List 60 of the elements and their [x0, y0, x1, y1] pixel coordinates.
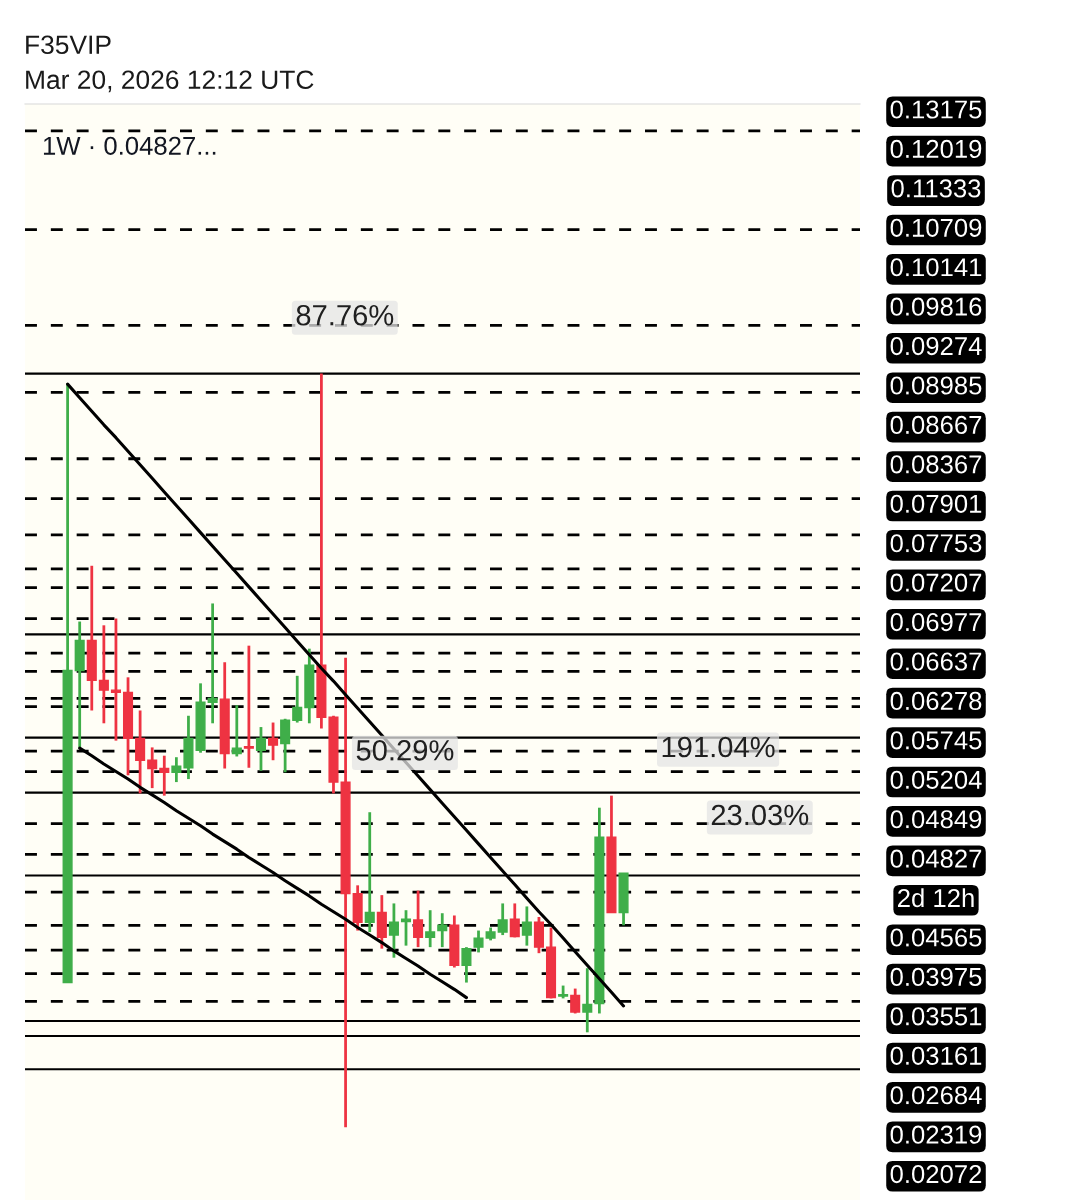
- chart-subtitle: Mar 20, 2026 12:12 UTC: [26, 70, 314, 93]
- candlestick: [497, 902, 508, 937]
- text: 0.10141: [890, 258, 982, 277]
- candlestick: [388, 902, 399, 960]
- text: 0.06977: [890, 612, 982, 632]
- candlestick: [171, 755, 182, 784]
- text: 2d 12h: [898, 888, 974, 908]
- text: 0.03161: [890, 1046, 982, 1065]
- text: 0.13175: [890, 100, 982, 119]
- candlestick: [255, 725, 267, 773]
- text: 0.02684: [890, 1086, 982, 1105]
- text: 0.06637: [890, 652, 982, 671]
- candlestick: [268, 721, 279, 762]
- text: 0.06278: [890, 691, 982, 711]
- text: 0.05745: [890, 731, 982, 750]
- text: 0.10709: [890, 218, 982, 237]
- text: 0.02319: [890, 1125, 982, 1144]
- text: 0.12019: [890, 139, 982, 159]
- candlestick: [292, 674, 303, 724]
- text: 23.03%: [711, 804, 809, 826]
- text: 0.11333: [891, 179, 981, 198]
- text: 0.07901: [890, 494, 982, 513]
- candlestick: [98, 623, 109, 725]
- annotation: 50.29%: [356, 740, 454, 761]
- candlestick: [582, 966, 593, 1034]
- text: 0.04827: [890, 849, 982, 868]
- candlestick: [207, 602, 218, 725]
- text: 0.09816: [890, 297, 982, 316]
- text: 191.04%: [662, 736, 775, 758]
- text: 0.08367: [890, 455, 982, 474]
- chart-title: F35VIP: [26, 35, 111, 55]
- text: 1W · 0.04827...: [43, 136, 216, 155]
- candlestick: [461, 945, 472, 984]
- candlestick: [437, 911, 448, 949]
- text: 0.04849: [890, 810, 982, 829]
- text: 0.03551: [890, 1007, 982, 1026]
- candlestick: [159, 754, 170, 798]
- text: 0.03975: [890, 967, 982, 987]
- text: 0.07207: [890, 573, 982, 592]
- text: 0.07753: [890, 534, 982, 553]
- text: 0.08667: [890, 415, 982, 435]
- candlestick: [364, 810, 375, 934]
- candlestick: [473, 929, 484, 954]
- text: 0.09274: [890, 336, 982, 356]
- candlestick: [521, 905, 532, 948]
- text: 87.76%: [296, 304, 394, 326]
- text: 0.08985: [890, 376, 982, 395]
- candlestick: [413, 889, 424, 949]
- candlestick: [280, 717, 291, 774]
- candlestick: [110, 617, 121, 743]
- candlestick: [135, 709, 146, 795]
- text: 0.05204: [890, 770, 982, 789]
- candlestick: [243, 644, 254, 770]
- candlestick: [570, 987, 581, 1015]
- text: 0.04565: [890, 928, 982, 947]
- candlestick: [231, 703, 242, 758]
- candlestick: [147, 746, 158, 790]
- candlestick: [509, 902, 520, 939]
- text: 0.02072: [890, 1164, 982, 1184]
- candlestick: [425, 908, 436, 949]
